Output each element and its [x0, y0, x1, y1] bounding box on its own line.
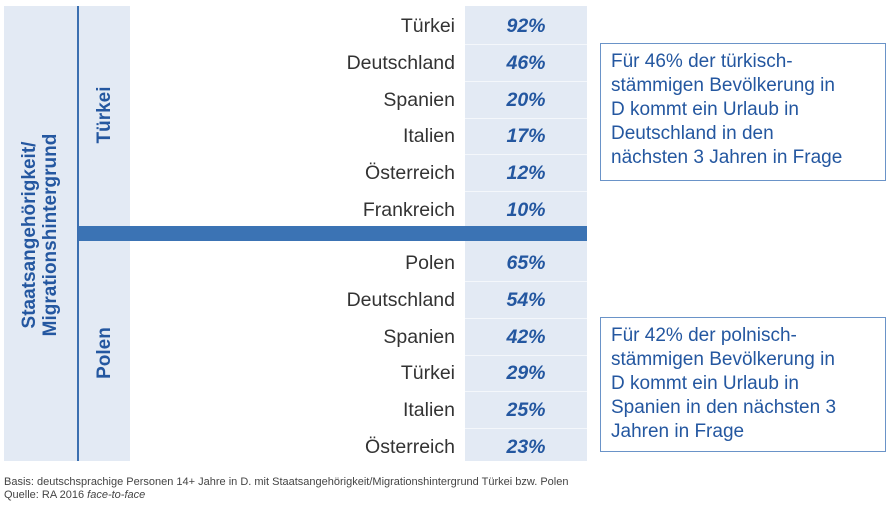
- country-label: Deutschland: [346, 51, 455, 74]
- country-label: Österreich: [365, 162, 455, 185]
- country-label: Spanien: [383, 88, 455, 111]
- table-row: Frankreich 10%: [130, 192, 587, 228]
- value-label: 10%: [506, 199, 546, 221]
- note-line: Spanien in den nächsten 3: [611, 397, 837, 418]
- value-label: 42%: [506, 325, 546, 348]
- group-label-polen: Polen: [94, 327, 115, 379]
- country-label: Italien: [402, 399, 455, 422]
- value-label: 54%: [506, 288, 546, 311]
- value-label: 17%: [506, 125, 546, 148]
- value-label: 29%: [506, 362, 546, 385]
- value-label: 23%: [506, 436, 546, 458]
- row-divider: [465, 44, 587, 45]
- country-label: Türkei: [400, 15, 455, 37]
- row-divider: [465, 191, 587, 193]
- group-separator-bar: [79, 226, 587, 241]
- outer-label-line-1: Staatsangehörigkeit/: [19, 141, 40, 329]
- footer-source: Quelle: RA 2016 face-to-face: [4, 489, 145, 501]
- note-line: nächsten 3 Jahren in Frage: [611, 147, 843, 168]
- table-row: Deutschland 46%: [130, 45, 587, 82]
- row-divider: [465, 428, 587, 430]
- value-label: 46%: [506, 51, 546, 74]
- note-line: Für 42% der polnisch-: [611, 325, 797, 346]
- country-label: Italien: [402, 125, 455, 148]
- table-row: Türkei 29%: [130, 355, 587, 393]
- note-line: Jahren in Frage: [611, 421, 745, 442]
- row-divider: [465, 154, 587, 156]
- country-label: Spanien: [383, 325, 455, 348]
- value-label: 12%: [506, 162, 546, 185]
- source-method: face-to-face: [87, 489, 146, 501]
- note-line: D kommt ein Urlaub in: [611, 373, 799, 394]
- table-row: Italien 25%: [130, 392, 587, 430]
- value-label: 25%: [506, 399, 546, 422]
- country-label: Deutschland: [346, 288, 455, 311]
- table-row: Türkei 92%: [130, 8, 587, 45]
- column-divider: [77, 6, 79, 461]
- note-line: stämmigen Bevölkerung in: [611, 349, 835, 370]
- table-row: Polen 65%: [130, 245, 587, 282]
- row-divider: [465, 391, 587, 393]
- table-row: Österreich 23%: [130, 429, 587, 465]
- outer-label-line-2: Migrationshintergrund: [40, 133, 61, 337]
- table-row: Spanien 42%: [130, 319, 587, 356]
- source-prefix: Quelle: RA 2016: [4, 489, 88, 501]
- country-label: Polen: [405, 252, 455, 274]
- row-divider: [465, 80, 587, 82]
- outer-axis-label: Staatsangehörigkeit/ Migrationshintergru…: [19, 125, 61, 345]
- note-line: D kommt ein Urlaub in: [611, 99, 799, 120]
- table-row: Deutschland 54%: [130, 282, 587, 319]
- value-label: 20%: [506, 88, 546, 111]
- outer-label-column: [4, 6, 77, 461]
- value-label: 65%: [506, 252, 546, 274]
- table-row: Italien 17%: [130, 118, 587, 156]
- table-row: Spanien 20%: [130, 82, 587, 119]
- note-box-tuerkei: Für 46% der türkisch- stämmigen Bevölker…: [600, 43, 886, 181]
- row-divider: [465, 317, 587, 319]
- country-label: Frankreich: [362, 199, 455, 221]
- row-divider: [465, 281, 587, 282]
- footer-basis: Basis: deutschsprachige Personen 14+ Jah…: [4, 476, 569, 488]
- country-label: Österreich: [365, 436, 455, 458]
- table-row: Österreich 12%: [130, 155, 587, 193]
- note-line: Für 46% der türkisch-: [611, 51, 793, 72]
- note-box-polen: Für 42% der polnisch- stämmigen Bevölker…: [600, 317, 886, 452]
- group-label-tuerkei: Türkei: [94, 86, 115, 144]
- note-line: stämmigen Bevölkerung in: [611, 75, 835, 96]
- note-line: Deutschland in den: [611, 123, 774, 144]
- value-label: 92%: [506, 15, 546, 37]
- row-divider: [465, 117, 587, 119]
- row-divider: [465, 354, 587, 356]
- country-label: Türkei: [400, 362, 455, 385]
